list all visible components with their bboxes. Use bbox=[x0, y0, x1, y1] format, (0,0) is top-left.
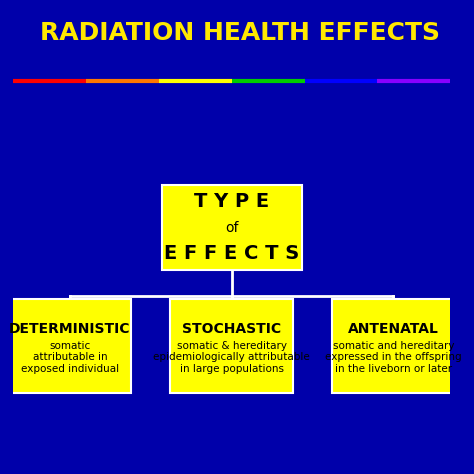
Text: RADIATION HEALTH EFFECTS: RADIATION HEALTH EFFECTS bbox=[40, 21, 440, 45]
Text: somatic & hereditary
epidemiologically attributable
in large populations: somatic & hereditary epidemiologically a… bbox=[153, 341, 310, 374]
Text: E F F E C T S: E F F E C T S bbox=[164, 244, 299, 263]
FancyBboxPatch shape bbox=[332, 299, 455, 393]
FancyBboxPatch shape bbox=[9, 299, 131, 393]
Text: somatic
attributable in
exposed individual: somatic attributable in exposed individu… bbox=[21, 341, 119, 374]
Text: somatic and hereditary
expressed in the offspring
in the liveborn or later: somatic and hereditary expressed in the … bbox=[325, 341, 462, 374]
FancyBboxPatch shape bbox=[171, 299, 293, 393]
Text: DETERMINISTIC: DETERMINISTIC bbox=[9, 322, 131, 336]
Text: T Y P E: T Y P E bbox=[194, 192, 269, 211]
Text: STOCHASTIC: STOCHASTIC bbox=[182, 322, 281, 336]
Text: ANTENATAL: ANTENATAL bbox=[348, 322, 439, 336]
FancyBboxPatch shape bbox=[162, 185, 301, 270]
Text: of: of bbox=[225, 220, 238, 235]
